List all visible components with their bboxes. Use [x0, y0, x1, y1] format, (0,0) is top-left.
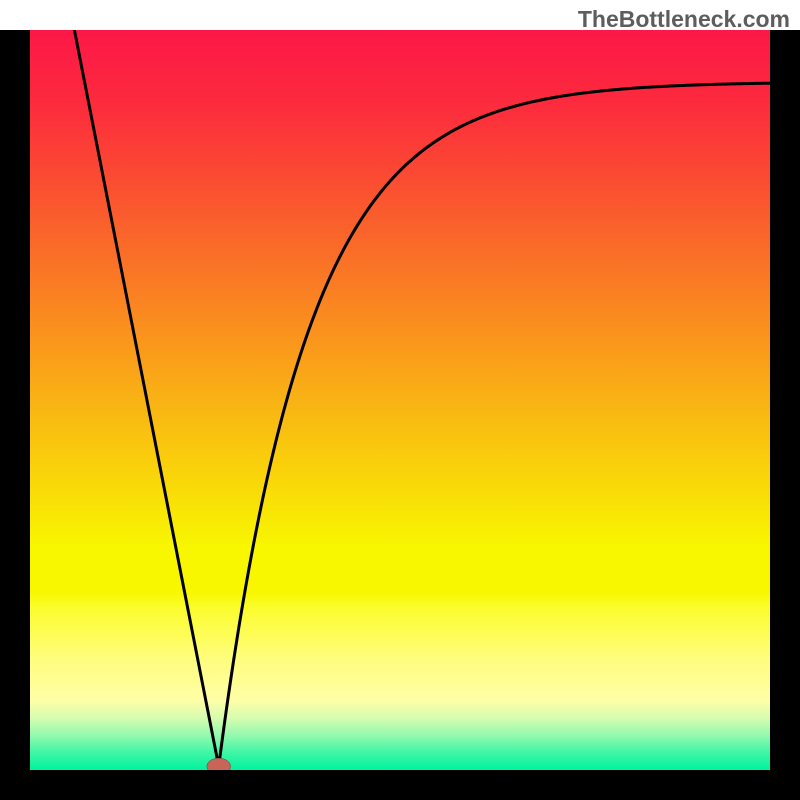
watermark-text: TheBottleneck.com [578, 6, 790, 33]
plot-area [30, 30, 770, 770]
chart-container: TheBottleneck.com [0, 0, 800, 800]
plot-svg [30, 30, 770, 770]
